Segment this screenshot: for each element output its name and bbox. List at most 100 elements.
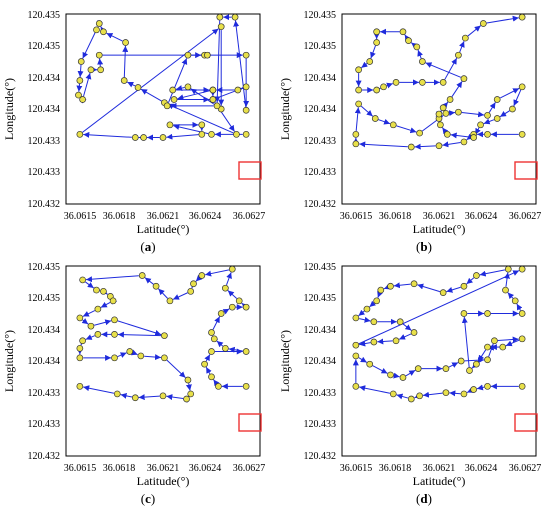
waypoint bbox=[131, 134, 139, 141]
y-tick-label: 120.435 bbox=[28, 262, 61, 273]
waypoint bbox=[235, 297, 243, 305]
waypoint bbox=[511, 297, 519, 305]
waypoint bbox=[111, 354, 118, 362]
y-tick-label: 120.435 bbox=[28, 10, 61, 21]
waypoint bbox=[484, 343, 491, 351]
y-tick-label: 120.434 bbox=[304, 325, 337, 336]
route-segment bbox=[77, 64, 84, 78]
y-tick-label: 120.433 bbox=[304, 388, 337, 399]
route-segment bbox=[81, 318, 89, 325]
panel-letter: a bbox=[145, 239, 152, 254]
waypoint bbox=[76, 130, 84, 138]
y-axis-label: Longitude(°) bbox=[2, 78, 16, 140]
panel-c: 120.435 120.435 120.434 120.434 120.433 … bbox=[2, 262, 265, 506]
waypoint bbox=[233, 130, 240, 138]
y-tick-label: 120.434 bbox=[304, 73, 337, 84]
route-segment bbox=[377, 290, 383, 298]
waypoint bbox=[109, 297, 117, 305]
route-segment bbox=[167, 103, 234, 134]
panel-d: 120.435 120.435 120.434 120.434 120.433 … bbox=[278, 262, 541, 506]
x-axis-label: Latitude(°) bbox=[413, 474, 466, 488]
waypoint bbox=[216, 13, 224, 21]
waypoint bbox=[159, 134, 167, 141]
waypoint bbox=[215, 382, 222, 390]
waypoint bbox=[209, 96, 217, 103]
x-tick-label: 36.0621 bbox=[147, 211, 180, 222]
waypoint bbox=[493, 96, 501, 103]
waypoint bbox=[439, 289, 447, 296]
route-segment bbox=[466, 387, 474, 393]
waypoint bbox=[473, 360, 480, 368]
waypoint bbox=[414, 365, 422, 372]
waypoint bbox=[373, 297, 380, 305]
y-tick-label: 120.434 bbox=[28, 104, 61, 115]
waypoint bbox=[371, 115, 379, 122]
route-segment bbox=[505, 339, 520, 347]
route-series bbox=[352, 265, 526, 403]
y-tick-label: 120.432 bbox=[28, 451, 61, 462]
x-tick-label: 36.0615 bbox=[64, 463, 97, 474]
route-segment bbox=[185, 383, 192, 391]
waypoint bbox=[95, 20, 103, 27]
route-segment bbox=[166, 359, 186, 379]
y-axis-label: Longitude(°) bbox=[278, 78, 292, 140]
waypoint bbox=[479, 20, 487, 27]
route-series bbox=[76, 265, 250, 403]
waypoint bbox=[100, 287, 107, 295]
waypoint bbox=[460, 75, 468, 82]
waypoint bbox=[389, 390, 397, 398]
route-segment bbox=[122, 45, 129, 78]
waypoint bbox=[208, 348, 215, 355]
route-segment bbox=[358, 356, 368, 363]
route-segment bbox=[441, 101, 449, 109]
waypoint bbox=[208, 329, 215, 336]
waypoint bbox=[217, 310, 225, 317]
route-series bbox=[75, 13, 250, 141]
start-marker-box bbox=[238, 413, 262, 432]
waypoint bbox=[79, 276, 86, 284]
waypoint bbox=[111, 331, 118, 338]
route-segment bbox=[405, 369, 416, 377]
route-segment bbox=[370, 45, 376, 59]
waypoint bbox=[363, 305, 371, 313]
route-segment bbox=[204, 354, 211, 362]
waypoint bbox=[169, 86, 177, 94]
x-tick-label: 36.0624 bbox=[465, 463, 498, 474]
waypoint bbox=[222, 344, 229, 352]
waypoint bbox=[198, 272, 206, 279]
waypoint bbox=[131, 394, 139, 402]
panel-b: 120.435 120.435 120.434 120.434 120.433 … bbox=[278, 10, 541, 254]
waypoint bbox=[352, 140, 360, 148]
waypoint bbox=[442, 365, 450, 372]
waypoint bbox=[184, 51, 192, 59]
panel-label: (a) bbox=[140, 239, 155, 254]
route-segment bbox=[499, 110, 510, 118]
y-tick-labels: 120.435 120.435 120.434 120.434 120.433 … bbox=[304, 10, 337, 210]
route-segment bbox=[172, 292, 188, 300]
route-segment bbox=[386, 82, 394, 89]
waypoint bbox=[504, 265, 512, 273]
route-segment bbox=[127, 81, 136, 88]
route-segment bbox=[85, 334, 95, 340]
route-segment bbox=[507, 292, 515, 300]
waypoint bbox=[187, 390, 195, 398]
waypoint bbox=[437, 121, 444, 129]
route-segment bbox=[158, 288, 168, 299]
start-marker-box bbox=[514, 413, 538, 432]
waypoint bbox=[518, 83, 526, 91]
waypoint bbox=[140, 134, 147, 141]
waypoint bbox=[484, 111, 491, 119]
y-tick-label: 120.432 bbox=[28, 199, 61, 210]
route-segment bbox=[393, 372, 400, 379]
route-segment bbox=[483, 118, 495, 125]
route-segment bbox=[83, 72, 92, 97]
route-segment bbox=[476, 384, 485, 391]
route-segment bbox=[82, 310, 96, 317]
waypoint bbox=[94, 331, 102, 338]
route-segment bbox=[479, 269, 506, 277]
waypoint bbox=[166, 297, 174, 305]
waypoint bbox=[387, 371, 394, 379]
waypoint bbox=[138, 272, 146, 279]
waypoint bbox=[460, 390, 468, 398]
waypoint bbox=[491, 337, 498, 345]
